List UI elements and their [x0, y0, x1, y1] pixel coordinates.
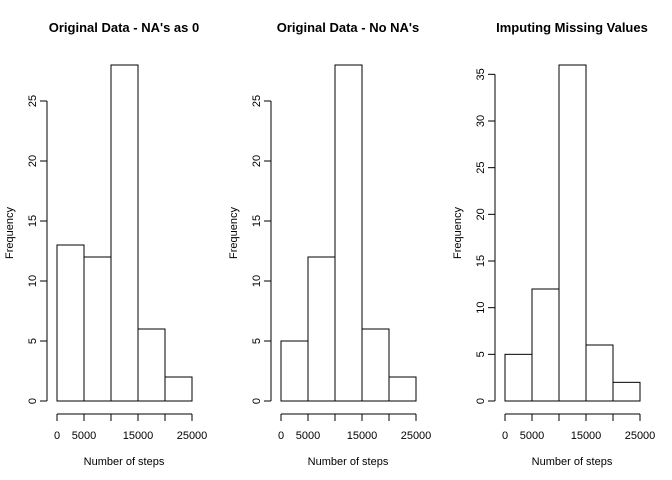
y-tick-label: 25 — [475, 162, 487, 174]
y-tick-label: 15 — [475, 255, 487, 267]
histogram-bar — [137, 328, 166, 402]
axes-group: 0 5000 15000 25000 0 5 10 15 20 25 30 35 — [475, 68, 655, 442]
y-tick-label: 30 — [475, 115, 487, 127]
y-axis-label: Frequency — [228, 207, 240, 259]
y-tick-label: 35 — [475, 68, 487, 80]
histogram-bar — [280, 340, 309, 402]
histogram-bar — [307, 256, 336, 402]
histogram-bar — [164, 376, 193, 402]
histogram-bar — [612, 381, 641, 402]
histogram-bar — [504, 353, 533, 402]
x-tick-label: 5000 — [72, 430, 96, 442]
y-tick-label: 15 — [27, 215, 39, 227]
panel-title: Original Data - No NA's — [277, 20, 420, 35]
histogram-bar — [585, 344, 614, 402]
bar-group — [504, 64, 641, 402]
y-tick-label: 5 — [475, 351, 487, 357]
x-tick-label: 15000 — [571, 430, 602, 442]
y-tick-label: 20 — [475, 208, 487, 220]
x-tick-label: 0 — [502, 430, 508, 442]
x-tick-label: 0 — [54, 430, 60, 442]
histogram-panel-na-as-zero: Original Data - NA's as 0 Number of step… — [4, 20, 207, 468]
histogram-bar — [531, 288, 560, 402]
x-tick-label: 0 — [278, 430, 284, 442]
x-tick-label: 25000 — [625, 430, 656, 442]
histogram-bar — [334, 64, 363, 402]
y-tick-label: 15 — [251, 215, 263, 227]
histogram-bar — [83, 256, 112, 402]
histogram-panel-imputed: Imputing Missing Values Number of steps … — [452, 20, 655, 468]
x-tick-label: 5000 — [296, 430, 320, 442]
y-axis-label: Frequency — [452, 207, 464, 259]
y-tick-label: 20 — [251, 155, 263, 167]
panel-title: Original Data - NA's as 0 — [49, 20, 199, 35]
y-tick-label: 10 — [27, 275, 39, 287]
y-tick-label: 20 — [27, 155, 39, 167]
y-tick-label: 25 — [251, 95, 263, 107]
x-axis-label: Number of steps — [84, 456, 165, 468]
x-tick-label: 25000 — [177, 430, 208, 442]
bar-group — [56, 64, 193, 402]
histogram-bar — [558, 64, 587, 402]
axes-group: 0 5000 15000 25000 0 5 10 15 20 25 — [251, 95, 431, 442]
y-tick-label: 5 — [251, 338, 263, 344]
histogram-panel-no-na: Original Data - No NA's Number of steps … — [228, 20, 431, 468]
panel-title: Imputing Missing Values — [496, 20, 648, 35]
y-axis-label: Frequency — [4, 207, 16, 259]
bar-group — [280, 64, 417, 402]
histogram-bar — [110, 64, 139, 402]
axes-group: 0 5000 15000 25000 0 5 10 15 20 25 — [27, 95, 207, 442]
y-tick-label: 10 — [251, 275, 263, 287]
y-tick-label: 0 — [475, 398, 487, 404]
histogram-bar — [56, 244, 85, 402]
y-tick-label: 5 — [27, 338, 39, 344]
x-axis-label: Number of steps — [532, 456, 613, 468]
y-tick-label: 10 — [475, 302, 487, 314]
x-tick-label: 25000 — [401, 430, 432, 442]
y-tick-label: 0 — [27, 398, 39, 404]
x-tick-label: 5000 — [520, 430, 544, 442]
y-tick-label: 0 — [251, 398, 263, 404]
y-tick-label: 25 — [27, 95, 39, 107]
x-tick-label: 15000 — [347, 430, 378, 442]
x-axis-label: Number of steps — [308, 456, 389, 468]
histogram-bar — [388, 376, 417, 402]
histogram-bar — [361, 328, 390, 402]
x-tick-label: 15000 — [123, 430, 154, 442]
